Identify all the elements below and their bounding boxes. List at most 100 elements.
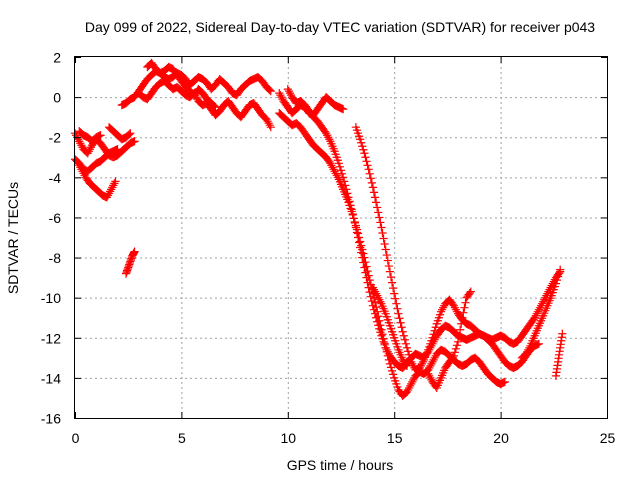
- data-point: [126, 129, 135, 138]
- data-point-fill: [384, 318, 393, 327]
- y-tick-label: -4: [49, 170, 62, 186]
- data-point-fill: [431, 323, 440, 332]
- data-point-fill: [393, 304, 402, 313]
- data-point-fill: [451, 344, 461, 353]
- data-point-fill: [389, 284, 398, 293]
- data-point-fill: [425, 342, 434, 351]
- data-point: [364, 165, 373, 174]
- data-point-fill: [346, 201, 355, 210]
- data-point-fill: [391, 294, 400, 303]
- data-point: [356, 135, 365, 144]
- data-point: [113, 145, 122, 154]
- data-point-fill: [363, 278, 372, 287]
- data-point-fill: [426, 339, 435, 348]
- data-point-fill: [401, 339, 411, 348]
- data-point-fill: [378, 334, 387, 343]
- data-point: [458, 313, 467, 322]
- data-point-fill: [331, 150, 340, 159]
- chart-title: Day 099 of 2022, Sidereal Day-to-day VTE…: [85, 19, 595, 35]
- data-point: [377, 331, 386, 340]
- data-point-fill: [372, 313, 381, 322]
- y-tick-label: 0: [53, 90, 61, 106]
- data-point-fill: [382, 250, 391, 260]
- data-point: [390, 333, 399, 342]
- data-point-fill: [350, 218, 359, 228]
- data-point: [377, 223, 386, 232]
- data-point: [343, 189, 352, 198]
- data-point-fill: [363, 161, 372, 170]
- data-point-fill: [358, 142, 367, 151]
- data-point: [339, 173, 348, 182]
- data-point-fill: [393, 342, 402, 351]
- data-point-fill: [433, 316, 442, 325]
- data-point-fill: [456, 325, 465, 334]
- data-point-fill: [354, 132, 364, 141]
- data-point-fill: [340, 177, 349, 186]
- data-point-fill: [386, 324, 396, 333]
- data-point-fill: [389, 370, 398, 379]
- data-point: [211, 103, 220, 112]
- data-point-fill: [389, 330, 398, 339]
- data-point-fill: [384, 261, 393, 271]
- data-point-fill: [404, 350, 414, 359]
- data-point-fill: [397, 323, 406, 332]
- data-point: [398, 327, 407, 336]
- data-point: [534, 339, 544, 348]
- data-point: [351, 123, 360, 132]
- data-point-fill: [367, 297, 376, 306]
- data-point-fill: [369, 305, 379, 314]
- data-point-fill: [395, 314, 404, 323]
- data-point-fill: [365, 169, 374, 178]
- data-point-fill: [367, 178, 376, 187]
- data-point: [356, 243, 365, 252]
- plot-frame: [74, 56, 608, 419]
- data-point-fill: [553, 272, 563, 281]
- data-point-fill: [549, 285, 558, 294]
- data-point: [556, 265, 565, 274]
- data-point: [381, 309, 390, 318]
- data-point-fill: [361, 268, 370, 277]
- marks-layer: [70, 58, 567, 401]
- data-point-fill: [435, 310, 445, 319]
- data-point-fill: [393, 382, 402, 392]
- data-point-fill: [396, 318, 405, 327]
- data-point-fill: [382, 312, 391, 321]
- data-point-fill: [387, 278, 397, 287]
- data-point-fill: [210, 102, 219, 111]
- ticks-layer: [75, 57, 608, 419]
- data-point-fill: [359, 145, 368, 154]
- data-point: [424, 345, 433, 354]
- data-point-fill: [370, 309, 380, 318]
- data-point-fill: [376, 218, 385, 227]
- data-point-fill: [336, 166, 346, 175]
- data-point: [394, 309, 403, 318]
- data-point: [266, 123, 275, 132]
- data-point-fill: [427, 336, 436, 345]
- data-point-fill: [375, 324, 384, 333]
- data-point-fill: [357, 138, 366, 147]
- data-point: [373, 203, 382, 212]
- data-point: [368, 301, 378, 310]
- data-point: [360, 263, 369, 272]
- x-tick-label: 15: [387, 430, 403, 446]
- data-point-fill: [341, 181, 350, 190]
- y-tick-label: -10: [41, 290, 61, 306]
- data-point-fill: [392, 339, 401, 348]
- y-tick-label: -14: [41, 370, 61, 386]
- data-point-fill: [374, 208, 383, 217]
- x-tick-label: 10: [281, 430, 297, 446]
- data-point-fill: [392, 299, 401, 308]
- data-point-fill: [352, 228, 362, 237]
- data-point-fill: [391, 376, 400, 385]
- data-point-fill: [552, 276, 562, 285]
- data-point-fill: [366, 292, 375, 301]
- data-point: [500, 377, 509, 386]
- data-point: [111, 177, 120, 186]
- data-point: [428, 333, 437, 342]
- data-point-fill: [375, 213, 384, 222]
- data-point: [330, 147, 339, 156]
- data-point-fill: [344, 193, 353, 202]
- data-point-fill: [376, 328, 385, 337]
